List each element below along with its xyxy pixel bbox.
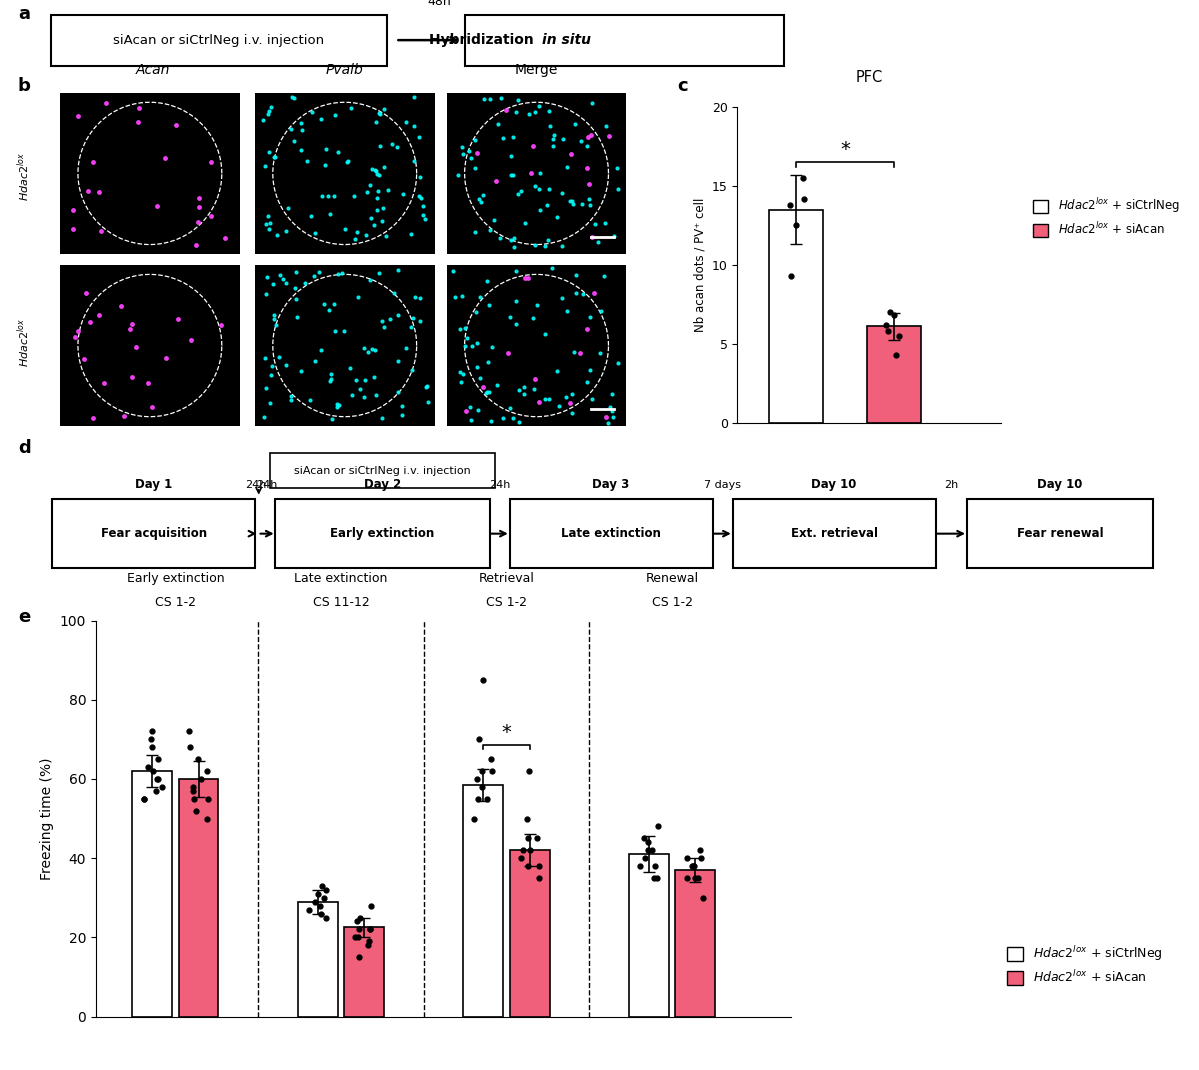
Text: 2h: 2h [944,479,958,489]
Text: Day 3: Day 3 [592,478,629,491]
Text: Merge: Merge [514,63,559,77]
Text: Late extinction: Late extinction [561,528,661,540]
Bar [297,902,338,1016]
Text: Fear renewal: Fear renewal [1017,528,1103,540]
FancyBboxPatch shape [270,454,495,488]
Text: Fear acquisition: Fear acquisition [101,528,207,540]
Text: Renewal: Renewal [645,572,699,585]
Text: Day 2: Day 2 [363,478,402,491]
Text: Retrieval: Retrieval [478,572,535,585]
Text: b: b [18,77,31,95]
Text: Early extinction: Early extinction [331,528,434,540]
Bar [769,210,823,423]
Text: Acan: Acan [135,63,170,77]
Bar [464,785,504,1016]
FancyBboxPatch shape [53,499,255,568]
Legend: $Hdac2^{lox}$ + siCtrlNeg, $Hdac2^{lox}$ + siAcan: $Hdac2^{lox}$ + siCtrlNeg, $Hdac2^{lox}$… [1001,939,1168,991]
Text: Hybridization: Hybridization [429,33,538,47]
Text: Day 10: Day 10 [812,478,857,491]
Legend: $Hdac2^{lox}$ + siCtrlNeg, $Hdac2^{lox}$ + siAcan: $Hdac2^{lox}$ + siCtrlNeg, $Hdac2^{lox}$… [1029,192,1185,242]
FancyBboxPatch shape [254,264,434,426]
Text: siAcan or siCtrlNeg i.v. injection: siAcan or siCtrlNeg i.v. injection [294,465,471,476]
Y-axis label: Nb acan dots / PV⁺ cell: Nb acan dots / PV⁺ cell [693,198,706,332]
Bar [344,928,384,1016]
Bar [629,854,669,1016]
Text: CS 1-2: CS 1-2 [155,596,195,609]
Text: CS 11-12: CS 11-12 [313,596,369,609]
FancyBboxPatch shape [52,15,386,66]
Text: Day 1: Day 1 [135,478,173,491]
Text: Late extinction: Late extinction [294,572,387,585]
Bar [132,771,173,1016]
Text: 24h: 24h [245,479,266,489]
Text: Day 10: Day 10 [1037,478,1083,491]
Text: 24h: 24h [489,479,511,489]
Text: d: d [18,439,31,457]
Bar [675,870,715,1016]
FancyBboxPatch shape [60,93,240,255]
Text: c: c [677,77,688,95]
Text: e: e [18,608,30,626]
Bar [867,326,921,423]
Text: *: * [840,140,850,159]
Text: in situ: in situ [542,33,591,47]
Text: Ext. retrieval: Ext. retrieval [790,528,878,540]
Bar [179,779,218,1016]
Text: Early extinction: Early extinction [127,572,224,585]
Text: PFC: PFC [856,70,882,85]
FancyBboxPatch shape [966,499,1153,568]
Text: a: a [18,5,30,24]
FancyBboxPatch shape [254,93,434,255]
Bar [510,851,549,1016]
Text: 24h: 24h [255,479,277,489]
Y-axis label: Freezing time (%): Freezing time (%) [41,758,54,880]
FancyBboxPatch shape [446,264,627,426]
Text: CS 1-2: CS 1-2 [486,596,528,609]
FancyBboxPatch shape [465,15,784,66]
Text: Pvalb: Pvalb [326,63,363,77]
Text: $Hdac2^{lox}$: $Hdac2^{lox}$ [16,152,32,200]
FancyBboxPatch shape [276,499,489,568]
FancyBboxPatch shape [733,499,935,568]
FancyBboxPatch shape [510,499,712,568]
Text: $Hdac2^{lox}$: $Hdac2^{lox}$ [16,319,32,367]
Text: 7 days: 7 days [704,479,741,489]
FancyBboxPatch shape [446,93,627,255]
FancyBboxPatch shape [60,264,240,426]
Text: *: * [501,723,512,743]
Text: CS 1-2: CS 1-2 [651,596,693,609]
Text: siAcan or siCtrlNeg i.v. injection: siAcan or siCtrlNeg i.v. injection [114,33,325,47]
Text: 48h: 48h [428,0,452,7]
